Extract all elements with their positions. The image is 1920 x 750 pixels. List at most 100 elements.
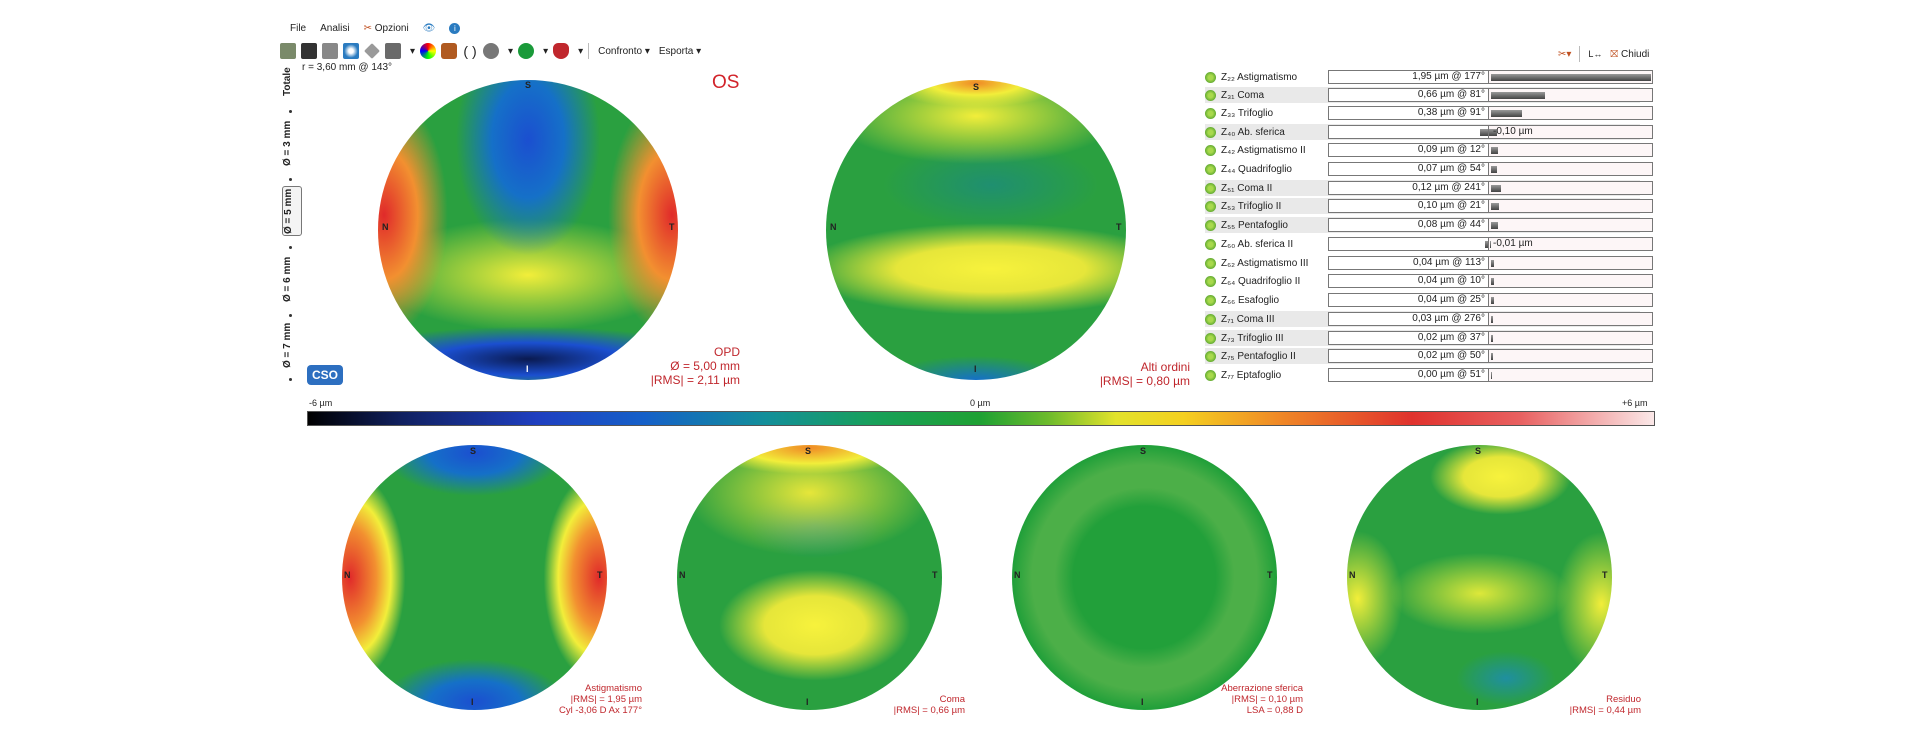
scale-mid-label: 0 µm [970, 398, 991, 408]
zernike-bar-box: -0,01 µm [1488, 237, 1653, 251]
coma-map[interactable] [677, 445, 942, 710]
parentheses-icon[interactable]: ( ) [463, 43, 477, 59]
zernike-bar [1491, 222, 1498, 229]
orient-nasal: N [830, 222, 837, 232]
zernike-row[interactable]: Z₅₁ Coma II 0,12 µm @ 241° [1205, 180, 1653, 196]
menu-analisi[interactable]: Analisi [320, 22, 350, 34]
tools-icon: ✂ [363, 22, 372, 34]
target-icon[interactable] [343, 43, 359, 59]
zernike-row[interactable]: Z₆₄ Quadrifoglio II 0,04 µm @ 10° [1205, 273, 1653, 289]
spherical-rms: |RMS| = 0,10 µm [1231, 694, 1303, 705]
close-button[interactable]: ⛝ Chiudi [1610, 49, 1649, 60]
zernike-row[interactable]: Z₄₄ Quadrifoglio 0,07 µm @ 54° [1205, 161, 1653, 177]
toolbar-separator [1579, 46, 1581, 62]
zernike-name: Z₇₁ Coma III [1221, 313, 1275, 325]
zernike-name: Z₃₁ Coma [1221, 89, 1265, 101]
residual-title: Residuo [1606, 694, 1641, 705]
zernike-name: Z₇₃ Trifoglio III [1221, 332, 1284, 344]
spherical-title: Aberrazione sferica [1221, 683, 1303, 694]
orient-inferior: I [526, 364, 529, 374]
opd-map[interactable] [378, 80, 678, 380]
zernike-bar-box [1488, 106, 1653, 120]
zernike-row[interactable]: Z₄₀ Ab. sferica -0,10 µm [1205, 124, 1653, 140]
zernike-bar-box [1488, 162, 1653, 176]
zernike-bar-box [1488, 312, 1653, 326]
high-order-title: Alti ordini [1140, 360, 1190, 374]
dropdown-arrow-icon[interactable]: ▾ [543, 45, 549, 57]
circle-x-icon[interactable] [483, 43, 500, 59]
zernike-bar [1489, 129, 1498, 136]
high-order-map[interactable] [826, 80, 1126, 380]
tab-diam-3mm[interactable]: Ø = 3 mm [282, 120, 293, 166]
esporta-button[interactable]: Esporta ▾ [658, 45, 702, 57]
zernike-row[interactable]: Z₃₁ Coma 0,66 µm @ 81° [1205, 87, 1653, 103]
zernike-row[interactable]: Z₃₃ Trifoglio 0,38 µm @ 91° [1205, 105, 1653, 121]
astigmatism-title: Astigmatismo [584, 683, 642, 694]
zernike-row[interactable]: Z₅₅ Pentafoglio 0,08 µm @ 44° [1205, 217, 1653, 233]
tab-diam-7mm[interactable]: Ø = 7 mm [282, 322, 293, 368]
residual-map[interactable] [1347, 445, 1612, 710]
zernike-row[interactable]: Z₆₀ Ab. sferica II -0,01 µm [1205, 236, 1653, 252]
grid-map-icon[interactable] [385, 43, 401, 59]
menu-file[interactable]: File [290, 22, 307, 34]
hero-icon[interactable] [553, 43, 570, 59]
color-wheel-icon[interactable] [420, 43, 437, 59]
info-icon[interactable]: i [449, 22, 461, 34]
zernike-name: Z₆₆ Esafoglio [1221, 294, 1280, 306]
spherical-aberration-map[interactable] [1012, 445, 1277, 710]
zernike-row[interactable]: Z₅₃ Trifoglio II 0,10 µm @ 21° [1205, 198, 1653, 214]
photo-icon[interactable] [322, 43, 338, 59]
zernike-value: 0,12 µm @ 241° [1328, 181, 1488, 195]
zernike-row[interactable]: Z₇₃ Trifoglio III 0,02 µm @ 37° [1205, 330, 1653, 346]
zernike-row[interactable]: Z₂₂ Astigmatismo 1,95 µm @ 177° [1205, 69, 1653, 85]
ruler-icon[interactable]: L↔ [1588, 49, 1603, 59]
dropdown-arrow-icon[interactable]: ▾ [410, 45, 416, 57]
zernike-row[interactable]: Z₆₂ Astigmatismo III 0,04 µm @ 113° [1205, 255, 1653, 271]
zernike-row[interactable]: Z₄₂ Astigmatismo II 0,09 µm @ 12° [1205, 142, 1653, 158]
zernike-row[interactable]: Z₇₅ Pentafoglio II 0,02 µm @ 50° [1205, 348, 1653, 364]
zernike-name: Z₇₇ Eptafoglio [1221, 369, 1282, 381]
zernike-bar [1491, 166, 1497, 173]
orient-superior: S [470, 446, 477, 456]
tab-totale[interactable]: Totale [282, 67, 293, 97]
zernike-bar [1491, 92, 1546, 99]
zernike-bar [1491, 372, 1492, 379]
zernike-icon [1205, 369, 1216, 381]
zernike-row[interactable]: Z₆₆ Esafoglio 0,04 µm @ 25° [1205, 292, 1653, 308]
zernike-icon [1205, 71, 1216, 83]
high-order-caption: Alti ordini |RMS| = 0,80 µm [1070, 360, 1190, 388]
zernike-name: Z₂₂ Astigmatismo [1221, 71, 1298, 83]
diamond-icon[interactable] [364, 43, 380, 59]
monitor-icon[interactable] [301, 43, 317, 59]
zernike-bar [1491, 316, 1494, 323]
confronto-button[interactable]: Confronto ▾ [598, 45, 650, 57]
zernike-bar [1491, 353, 1493, 360]
zernike-bar-box [1488, 218, 1653, 232]
menu-opzioni[interactable]: ✂ Opzioni [364, 23, 409, 34]
color-scale-bar [307, 411, 1655, 426]
tab-diam-5mm[interactable]: Ø = 5 mm [282, 186, 302, 236]
dropdown-arrow-icon[interactable]: ▾ [508, 45, 514, 57]
eye-icon[interactable]: 👁 [422, 22, 436, 34]
green-circle-icon[interactable] [518, 43, 535, 59]
spherical-lsa: LSA = 0,88 D [1246, 705, 1303, 716]
orient-nasal: N [1014, 570, 1021, 580]
tab-separator-dot [289, 378, 292, 381]
astigmatism-map[interactable] [342, 445, 607, 710]
zernike-row[interactable]: Z₇₁ Coma III 0,03 µm @ 276° [1205, 311, 1653, 327]
coma-title: Coma [939, 694, 965, 705]
eyes-view-icon[interactable] [280, 43, 296, 59]
tools-icon[interactable]: ✂▾ [1558, 48, 1572, 60]
zernike-bar-box [1488, 88, 1653, 102]
zernike-name: Z₅₁ Coma II [1221, 182, 1273, 194]
dropdown-arrow-icon[interactable]: ▾ [578, 45, 584, 57]
high-order-rms: |RMS| = 0,80 µm [1099, 374, 1190, 388]
tab-separator-dot [289, 314, 292, 317]
zernike-bar-box: -0,10 µm [1488, 125, 1653, 139]
rings-icon[interactable] [441, 43, 458, 59]
zernike-row[interactable]: Z₇₇ Eptafoglio 0,00 µm @ 51° [1205, 367, 1653, 383]
zernike-value: 0,07 µm @ 54° [1328, 162, 1488, 176]
zernike-icon [1205, 89, 1216, 101]
tab-diam-6mm[interactable]: Ø = 6 mm [282, 256, 293, 302]
orient-nasal: N [679, 570, 686, 580]
